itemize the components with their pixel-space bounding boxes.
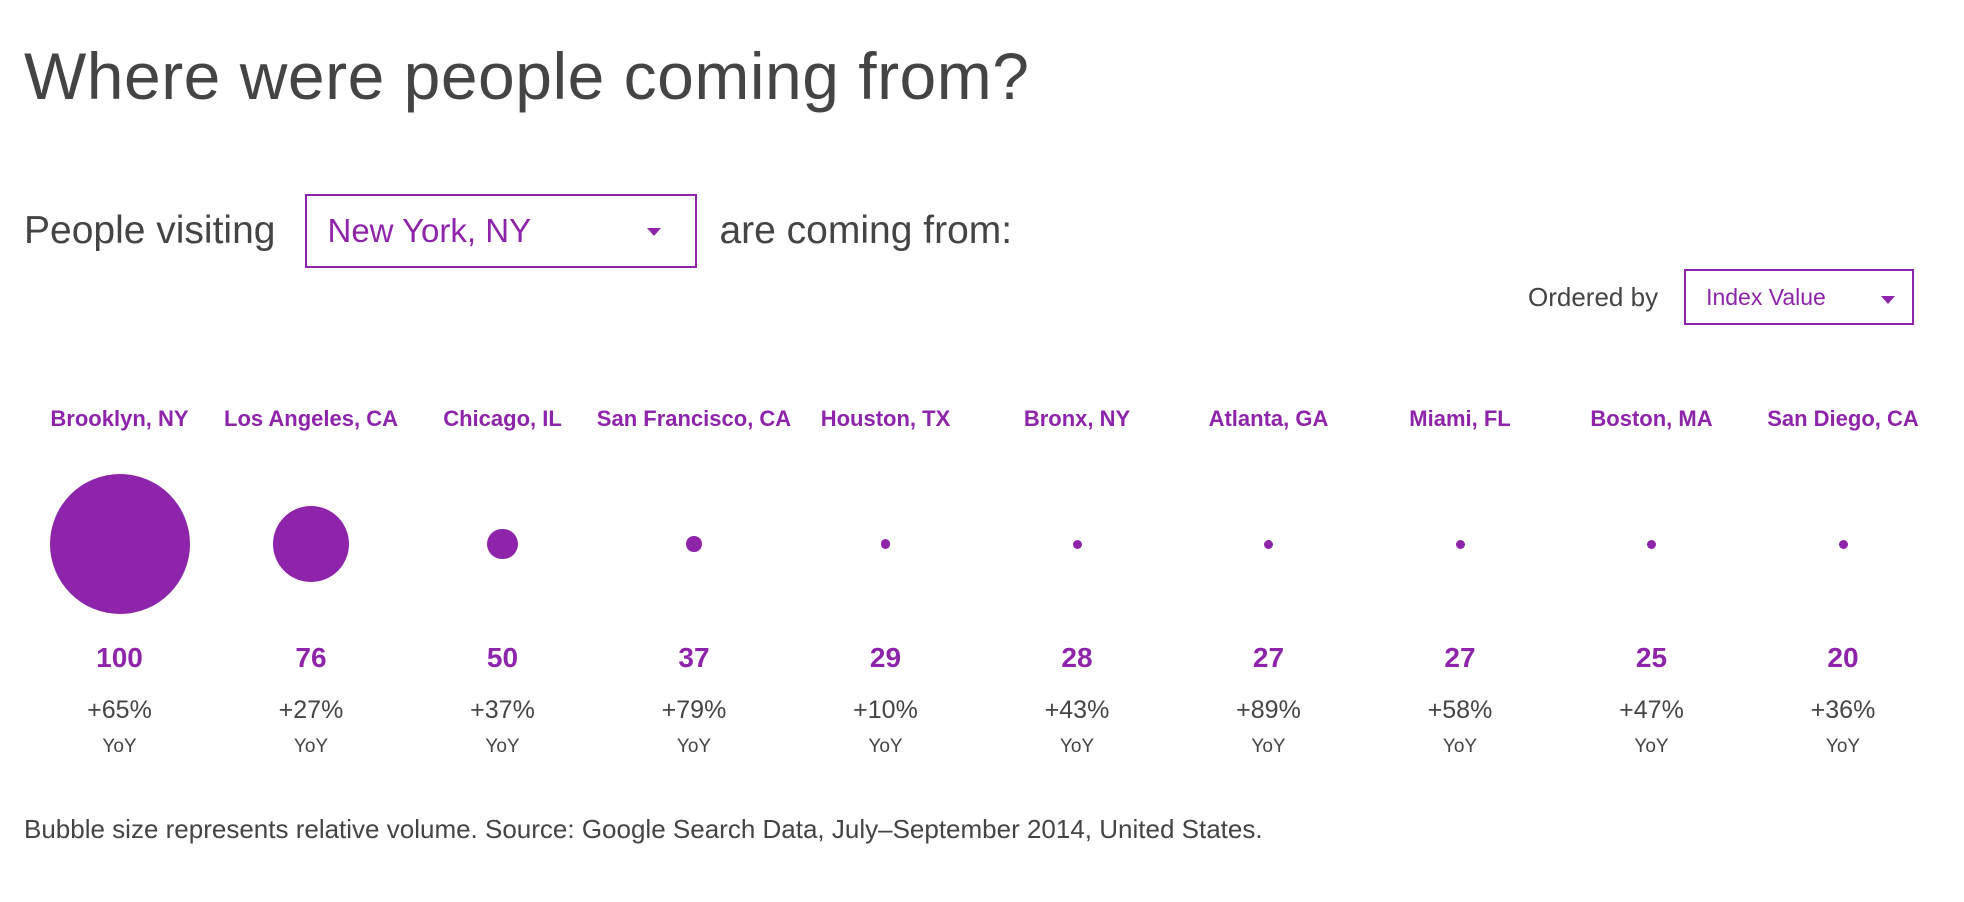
- index-value: 76: [295, 642, 327, 673]
- yoy-label: YoY: [1442, 736, 1478, 757]
- index-value: 27: [1252, 642, 1285, 673]
- volume-bubble: [1072, 539, 1082, 549]
- yoy-change: +27%: [278, 696, 344, 724]
- origin-city-item: San Diego, CA 20 +36% YoY: [1748, 398, 1939, 768]
- volume-bubble: [1264, 539, 1273, 549]
- order-label: Ordered by: [1528, 281, 1659, 312]
- volume-bubble: [272, 505, 350, 583]
- origin-city-name: San Diego, CA: [1767, 406, 1919, 431]
- visiting-suffix-label: are coming from:: [719, 209, 1013, 252]
- origin-city-name: Los Angeles, CA: [224, 406, 398, 431]
- yoy-label: YoY: [485, 736, 520, 757]
- origin-city-name: Houston, TX: [820, 406, 951, 431]
- yoy-label: YoY: [293, 736, 329, 757]
- yoy-label: YoY: [676, 736, 712, 757]
- destination-dropdown[interactable]: New York, NY: [305, 194, 698, 268]
- origin-city-item: Bronx, NY 28 +43% YoY: [982, 398, 1173, 768]
- origin-city-item: Miami, FL 27 +58% YoY: [1365, 398, 1556, 768]
- yoy-change: +47%: [1619, 696, 1684, 724]
- index-value: 27: [1444, 642, 1476, 673]
- origin-city-item: Atlanta, GA 27 +89% YoY: [1173, 398, 1364, 768]
- origin-city-name: Brooklyn, NY: [50, 406, 189, 431]
- yoy-change: +10%: [853, 696, 918, 724]
- yoy-change: +43%: [1044, 696, 1110, 724]
- origin-city-item: Chicago, IL 50 +37% YoY: [407, 398, 598, 768]
- origin-city-item: Houston, TX 29 +10% YoY: [790, 398, 981, 768]
- volume-bubble: [487, 528, 518, 560]
- visiting-prefix-label: People visiting: [24, 209, 276, 252]
- yoy-label: YoY: [1059, 736, 1095, 757]
- destination-dropdown-value: New York, NY: [327, 212, 532, 249]
- yoy-change: +79%: [661, 696, 727, 724]
- volume-bubble: [1455, 539, 1465, 549]
- order-dropdown[interactable]: Index Value: [1684, 269, 1915, 325]
- volume-bubble: [880, 539, 891, 549]
- origin-city-item: San Francisco, CA 37 +79% YoY: [597, 398, 791, 768]
- footnote: Bubble size represents relative volume. …: [24, 814, 1263, 844]
- yoy-label: YoY: [102, 736, 137, 757]
- index-value: 28: [1061, 642, 1093, 673]
- origin-city-item: Brooklyn, NY 100 +65% YoY: [24, 398, 215, 768]
- origin-city-name: Miami, FL: [1409, 406, 1511, 431]
- order-dropdown-value: Index Value: [1706, 283, 1826, 310]
- origin-city-item: Boston, MA 25 +47% YoY: [1556, 398, 1747, 768]
- origin-city-name: Atlanta, GA: [1208, 406, 1329, 431]
- page-title: Where were people coming from?: [24, 39, 1030, 113]
- volume-bubble: [1647, 539, 1656, 549]
- index-value: 29: [869, 642, 902, 673]
- origin-city-name: Chicago, IL: [443, 406, 562, 431]
- yoy-change: +89%: [1236, 696, 1301, 724]
- yoy-label: YoY: [1634, 736, 1669, 757]
- yoy-change: +37%: [470, 696, 535, 724]
- caret-down-icon: [1881, 296, 1896, 304]
- yoy-change: +65%: [87, 696, 152, 724]
- volume-bubble: [49, 474, 190, 614]
- index-value: 37: [678, 642, 710, 673]
- index-value: 50: [486, 642, 519, 673]
- origin-cities-list: Brooklyn, NY 100 +65% YoY Los Angeles, CA 76 +…: [24, 398, 1940, 768]
- visiting-selector-row: People visiting New York, NY are coming …: [24, 194, 1012, 268]
- yoy-label: YoY: [1825, 736, 1861, 757]
- yoy-change: +36%: [1810, 696, 1876, 724]
- index-value: 100: [96, 642, 143, 673]
- index-value: 25: [1635, 642, 1668, 673]
- origin-city-name: San Francisco, CA: [596, 406, 792, 431]
- yoy-label: YoY: [868, 736, 903, 757]
- volume-bubble: [686, 536, 702, 552]
- yoy-label: YoY: [1251, 736, 1286, 757]
- origin-city-item: Los Angeles, CA 76 +27% YoY: [216, 398, 407, 768]
- origin-city-name: Bronx, NY: [1023, 406, 1131, 431]
- caret-down-icon: [647, 228, 662, 236]
- origin-city-name: Boston, MA: [1590, 406, 1713, 431]
- order-selector-row: Ordered by Index Value: [1528, 269, 1915, 325]
- yoy-change: +58%: [1427, 696, 1493, 724]
- index-value: 20: [1827, 642, 1859, 673]
- volume-bubble: [1838, 539, 1848, 549]
